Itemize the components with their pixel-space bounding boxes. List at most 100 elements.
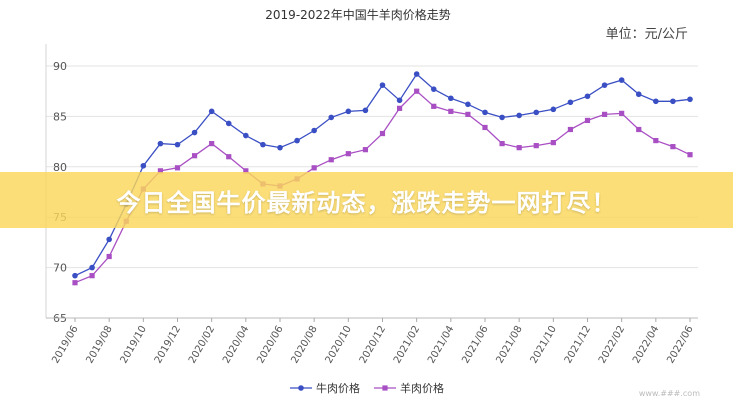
x-tick-label: 2022/04 bbox=[631, 324, 661, 365]
legend: 牛肉价格 羊肉价格 www.###.com bbox=[290, 381, 700, 398]
x-tick-label: 2021/06 bbox=[460, 324, 490, 365]
x-tick-label: 2020/06 bbox=[255, 324, 285, 365]
data-point bbox=[311, 165, 317, 171]
data-point bbox=[670, 98, 676, 105]
y-tick-label: 90 bbox=[53, 60, 67, 73]
data-point bbox=[413, 71, 420, 77]
data-point bbox=[584, 93, 591, 100]
x-axis: 2019/06 2019/08 2019/10 2019/12 2020/02 2020/… bbox=[46, 317, 698, 365]
x-tick-label: 2020/02 bbox=[187, 324, 217, 365]
data-point bbox=[465, 111, 471, 117]
y-tick-label: 80 bbox=[53, 161, 67, 174]
legend-marker bbox=[298, 385, 304, 391]
headline-text: 今日全国牛价最新动态，涨跌走势一网打尽！ bbox=[116, 188, 617, 217]
data-point bbox=[653, 98, 659, 105]
data-point bbox=[174, 165, 181, 171]
data-point bbox=[567, 99, 574, 106]
x-tick-label: 2021/02 bbox=[392, 324, 422, 365]
data-point bbox=[636, 126, 642, 133]
data-point bbox=[465, 101, 471, 108]
data-point bbox=[601, 82, 608, 88]
series-beef bbox=[72, 71, 693, 279]
x-tick-label: 2019/08 bbox=[84, 324, 114, 365]
data-point bbox=[567, 126, 574, 133]
x-tick-label: 2019/12 bbox=[153, 324, 183, 365]
data-point bbox=[140, 162, 147, 169]
data-point bbox=[430, 86, 437, 92]
data-point bbox=[584, 117, 591, 124]
x-tick-label: 2020/12 bbox=[358, 324, 388, 365]
data-point bbox=[687, 152, 693, 158]
data-point bbox=[448, 108, 454, 114]
chart-title: 2019-2022年中国牛羊肉价格走势 bbox=[265, 7, 450, 22]
x-tick-label: 2019/10 bbox=[119, 324, 149, 365]
data-point bbox=[260, 141, 266, 148]
data-point bbox=[601, 111, 608, 117]
data-point bbox=[345, 151, 351, 157]
data-point bbox=[448, 95, 454, 102]
data-point bbox=[328, 114, 335, 121]
unit-label: 单位：元/公斤 bbox=[606, 27, 688, 42]
headline-banner: 今日全国牛价最新动态，涨跌走势一网打尽！ bbox=[0, 172, 733, 228]
data-point bbox=[106, 236, 112, 243]
data-point bbox=[533, 109, 540, 116]
data-point bbox=[208, 108, 215, 115]
data-point bbox=[157, 168, 164, 174]
data-point bbox=[414, 88, 420, 94]
data-point bbox=[550, 106, 557, 113]
data-point bbox=[619, 110, 625, 116]
data-point bbox=[174, 141, 181, 148]
data-point bbox=[379, 82, 386, 88]
watermark-text: www.###.com bbox=[639, 389, 700, 398]
x-tick-label: 2021/08 bbox=[494, 324, 524, 365]
x-tick-label: 2020/04 bbox=[221, 324, 251, 365]
data-point bbox=[379, 130, 386, 137]
x-tick-label: 2019/06 bbox=[50, 324, 80, 365]
data-point bbox=[72, 280, 78, 286]
data-point bbox=[72, 272, 78, 279]
legend-label: 牛肉价格 bbox=[316, 381, 360, 395]
data-point bbox=[328, 157, 334, 163]
data-point bbox=[345, 108, 352, 115]
data-point bbox=[635, 91, 642, 98]
data-point bbox=[243, 132, 249, 139]
data-point bbox=[516, 112, 522, 119]
legend-label: 羊肉价格 bbox=[400, 381, 444, 395]
data-point bbox=[362, 147, 369, 153]
data-point bbox=[157, 140, 164, 147]
y-tick-label: 70 bbox=[53, 262, 67, 275]
legend-marker bbox=[382, 385, 388, 391]
data-point bbox=[243, 168, 249, 174]
series-layer bbox=[72, 71, 693, 286]
data-point bbox=[499, 114, 505, 121]
x-tick-label: 2022/06 bbox=[665, 324, 695, 365]
data-point bbox=[396, 105, 403, 111]
data-point bbox=[89, 273, 95, 279]
data-point bbox=[225, 120, 232, 127]
data-point bbox=[516, 145, 522, 151]
data-point bbox=[396, 97, 403, 104]
data-point bbox=[89, 264, 95, 271]
data-point bbox=[311, 127, 317, 134]
data-point bbox=[670, 144, 676, 150]
data-point bbox=[209, 141, 215, 147]
data-point bbox=[191, 129, 198, 136]
data-point bbox=[106, 253, 112, 260]
data-point bbox=[499, 141, 505, 147]
data-point bbox=[277, 144, 283, 151]
data-point bbox=[226, 154, 232, 160]
x-tick-label: 2020/08 bbox=[289, 324, 319, 365]
data-point bbox=[362, 107, 369, 114]
data-point bbox=[653, 137, 659, 144]
data-point bbox=[294, 137, 300, 144]
y-tick-label: 85 bbox=[53, 110, 67, 123]
data-point bbox=[191, 153, 198, 159]
data-point bbox=[618, 77, 625, 83]
x-tick-label: 2020/10 bbox=[324, 324, 354, 365]
data-point bbox=[431, 103, 437, 109]
data-point bbox=[482, 109, 488, 116]
data-point bbox=[687, 96, 693, 103]
x-tick-label: 2021/12 bbox=[563, 324, 593, 365]
data-point bbox=[550, 140, 556, 146]
